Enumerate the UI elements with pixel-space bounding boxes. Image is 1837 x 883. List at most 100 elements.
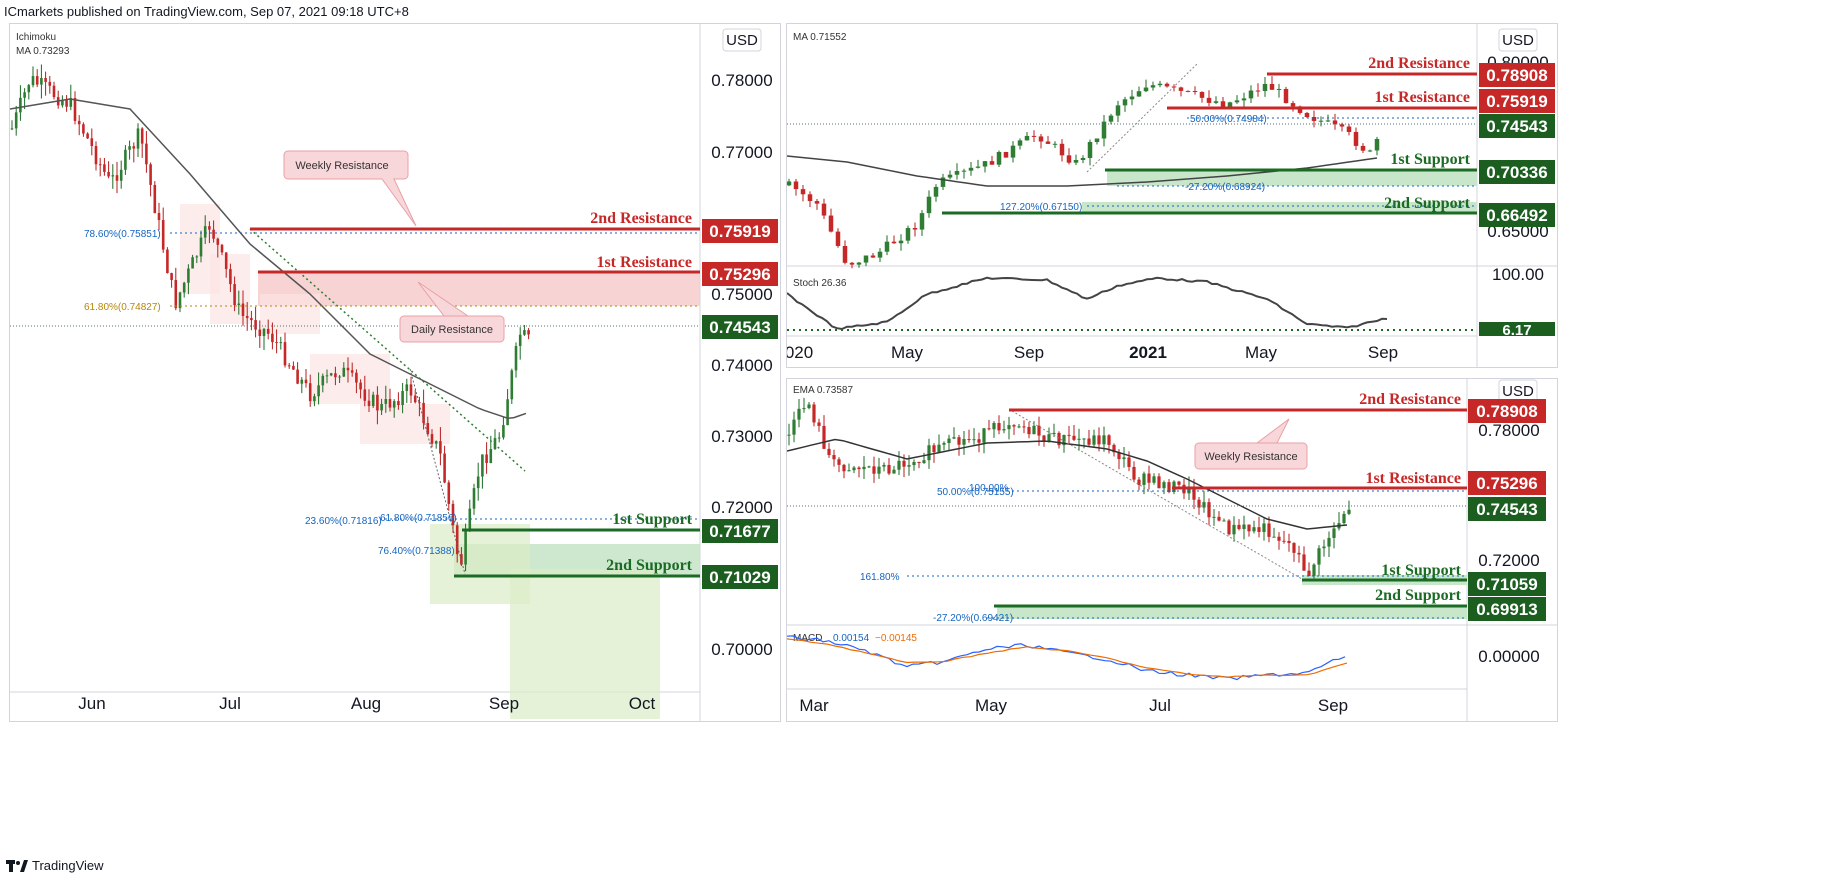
candle-body <box>1112 444 1116 453</box>
candle-body <box>1073 160 1079 163</box>
price-badge-current <box>1479 114 1555 138</box>
fib-diagonal <box>409 368 466 575</box>
candle-body <box>982 161 988 167</box>
candle-body <box>510 370 514 400</box>
candle-body <box>1107 435 1111 445</box>
candle-body <box>942 443 946 445</box>
fib-label: 61.80%(0.71856) <box>380 513 457 524</box>
moving-average-line <box>10 98 527 420</box>
candle-body <box>241 303 245 316</box>
candle-body <box>1157 476 1161 489</box>
candle-body <box>905 228 911 241</box>
candle-body <box>947 174 953 178</box>
candle-body <box>1342 513 1346 524</box>
price-badge-text: 0.74543 <box>1486 117 1547 136</box>
candle-body <box>1325 120 1331 122</box>
candle-body <box>992 423 996 430</box>
candle-body <box>852 467 856 471</box>
candle-body <box>972 439 976 441</box>
fib-diagonal <box>1011 410 1303 580</box>
candle-body <box>203 226 207 238</box>
axis-tick: 0.00000 <box>1478 647 1539 666</box>
bottom-right-chart-panel[interactable]: 2nd Resistance 1st Resistance 1st Suppor… <box>786 378 1558 722</box>
price-badge-2nd-support <box>702 565 778 589</box>
candle-body <box>27 85 31 93</box>
cloud-segment <box>260 294 320 334</box>
bottom-right-chart-svg: 2nd Resistance 1st Resistance 1st Suppor… <box>787 379 1557 721</box>
candle-body <box>1024 135 1030 141</box>
candle-body <box>977 439 981 443</box>
level-name: 1st Resistance <box>1365 470 1461 487</box>
candle-body <box>1080 157 1086 161</box>
candle-body <box>882 464 886 467</box>
candle-body <box>897 460 901 470</box>
candle-body <box>1002 429 1006 431</box>
candle-body <box>933 186 939 197</box>
candle-body <box>514 346 518 371</box>
candle-body <box>451 503 455 526</box>
candle-body <box>1059 143 1065 156</box>
candle-body <box>940 177 946 187</box>
candle-body <box>1185 90 1191 92</box>
fib-label: -27.20%(0.69421) <box>933 613 1013 624</box>
candle-body <box>199 237 203 257</box>
top-right-chart-panel[interactable]: 2nd Resistance 1st Resistance 1st Suppor… <box>786 23 1558 368</box>
price-badge-2nd-resistance <box>1479 63 1555 87</box>
weekly-resistance-callout: Weekly Resistance <box>1194 418 1308 470</box>
level-name: 2nd Support <box>606 557 692 574</box>
candle-body <box>300 379 304 384</box>
candle-body <box>472 488 476 509</box>
currency-box[interactable] <box>1498 28 1538 52</box>
price-badge-1st-support <box>1479 160 1555 184</box>
candle-body <box>1032 425 1036 435</box>
candle-body <box>1192 91 1198 93</box>
candle-body <box>898 240 904 244</box>
candle-body <box>262 328 266 337</box>
candle-body <box>413 395 417 403</box>
candle-body <box>527 330 530 335</box>
fib-label: 50.00%(0.74984) <box>1190 114 1267 125</box>
candle-body <box>1057 432 1061 446</box>
candle-body <box>1142 473 1146 485</box>
candle-body <box>367 400 371 407</box>
level-name: 1st Resistance <box>596 254 692 271</box>
currency-box[interactable] <box>722 28 762 52</box>
fib-label: 61.80%(0.74827) <box>84 302 161 313</box>
stoch-line <box>787 276 1388 331</box>
price-badge-text: 0.75919 <box>1486 92 1547 111</box>
candle-body <box>182 282 186 293</box>
candle-body <box>250 318 253 321</box>
candle-body <box>870 255 876 258</box>
ichimoku-cloud <box>180 204 660 719</box>
candles <box>787 397 1351 579</box>
candle-body <box>14 112 18 129</box>
price-badge-1st-support <box>702 519 778 543</box>
candle-body <box>1312 564 1316 576</box>
top-right-chart-svg: 2nd Resistance 1st Resistance 1st Suppor… <box>787 24 1557 367</box>
candle-body <box>111 175 115 177</box>
x-axis-tick: Oct <box>629 694 656 713</box>
x-axis-tick: May <box>975 696 1008 715</box>
macd-label: MACD <box>793 633 822 644</box>
candle-body <box>1062 434 1066 446</box>
candle-body <box>65 100 68 107</box>
cloud-segment <box>360 404 450 444</box>
price-badge-1st-resistance <box>1479 89 1555 113</box>
candle-body <box>1217 516 1221 521</box>
candle-body <box>48 81 52 86</box>
left-chart-panel[interactable]: 2nd Resistance 1st Resistance 1st Suppor… <box>9 23 781 722</box>
x-axis-tick: Sep <box>1318 696 1348 715</box>
candle-body <box>317 385 320 397</box>
axis-tick: 0.72000 <box>711 498 772 517</box>
candle-body <box>1346 126 1352 132</box>
level-name: 1st Support <box>1381 562 1461 579</box>
candle-body <box>1242 524 1246 529</box>
axis-tick: 0.78000 <box>1478 421 1539 440</box>
candle-body <box>1290 103 1296 107</box>
candle-body <box>917 461 921 464</box>
candle-body <box>954 171 960 175</box>
candle-body <box>1247 524 1251 532</box>
indicator-label: MA 0.71552 <box>793 32 847 43</box>
candle-body <box>792 419 796 435</box>
level-name: 2nd Resistance <box>1359 391 1461 408</box>
